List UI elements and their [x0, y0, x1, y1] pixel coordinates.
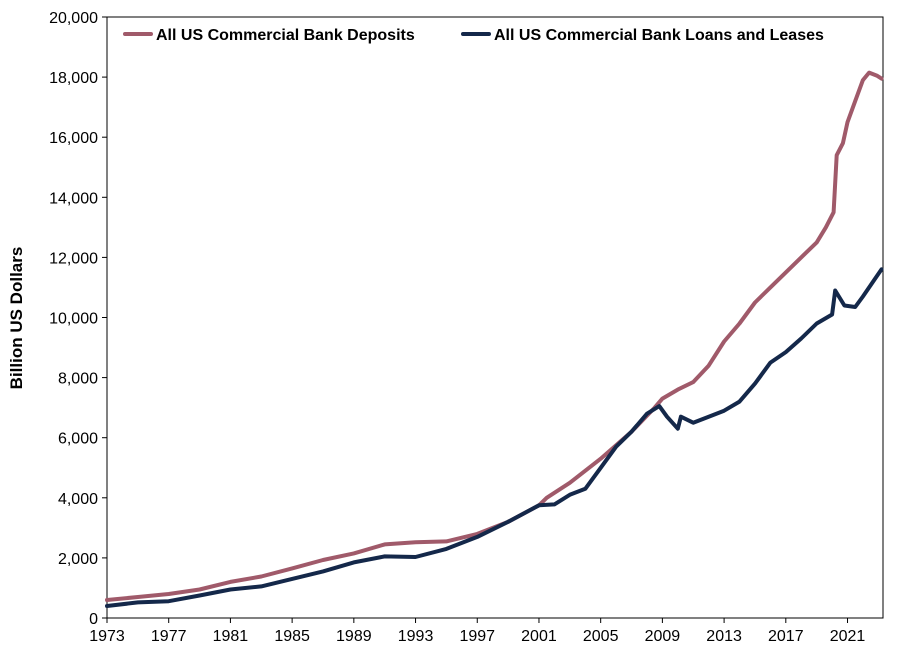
x-tick-label: 1997: [459, 628, 495, 645]
y-tick-label: 0: [89, 611, 98, 628]
y-tick-label: 16,000: [49, 130, 98, 147]
x-tick-label: 1985: [274, 628, 310, 645]
y-tick-label: 14,000: [49, 190, 98, 207]
x-tick-label: 2017: [768, 628, 804, 645]
y-tick-label: 12,000: [49, 250, 98, 267]
x-tick-label: 1993: [398, 628, 434, 645]
legend-label: All US Commercial Bank Deposits: [156, 27, 415, 44]
legend-label: All US Commercial Bank Loans and Leases: [494, 27, 824, 44]
x-tick-label: 1973: [89, 628, 125, 645]
x-tick-label: 2021: [830, 628, 866, 645]
y-tick-label: 10,000: [49, 311, 98, 328]
y-tick-label: 20,000: [49, 10, 98, 27]
series-line-deposits: [105, 70, 884, 602]
x-tick-label: 2001: [521, 628, 557, 645]
x-tick-label: 1989: [336, 628, 372, 645]
y-tick-label: 6,000: [58, 431, 98, 448]
y-tick-label: 18,000: [49, 70, 98, 87]
x-tick-label: 2009: [645, 628, 681, 645]
y-tick-label: 2,000: [58, 551, 98, 568]
plot-area: [106, 16, 884, 619]
series-line-loans-and-leases: [105, 267, 884, 608]
y-axis-title: Billion US Dollars: [7, 247, 26, 390]
legend: All US Commercial Bank Deposits All US Co…: [123, 27, 824, 44]
x-tick-label: 1977: [151, 628, 187, 645]
series-lines: [105, 70, 884, 608]
x-axis: 1973 1977 1981 1985 1989 1993 1997 2001 2005 2009…: [89, 618, 865, 645]
x-tick-label: 1981: [213, 628, 249, 645]
x-tick-label: 2005: [583, 628, 619, 645]
y-axis: 0 2,000 4,000 6,000 8,000 10,000 12,000 14,000 1…: [49, 10, 107, 628]
y-tick-label: 8,000: [58, 371, 98, 388]
x-tick-label: 2013: [706, 628, 742, 645]
y-tick-label: 4,000: [58, 491, 98, 508]
